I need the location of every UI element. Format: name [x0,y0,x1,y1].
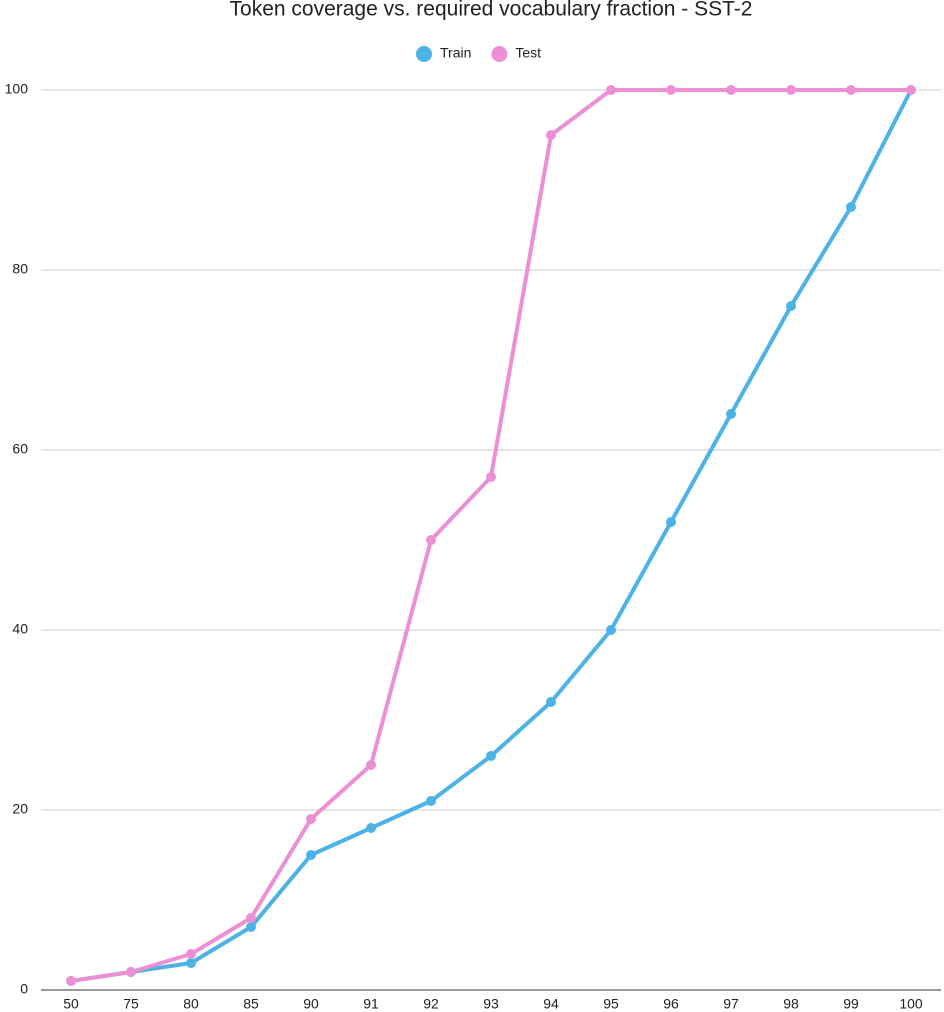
y-tick-label: 80 [12,261,28,277]
data-point [546,130,556,140]
legend-marker [416,46,432,62]
data-point [246,922,256,932]
data-point [786,301,796,311]
data-point [726,85,736,95]
data-point [426,796,436,806]
data-point [306,850,316,860]
data-point [306,814,316,824]
y-tick-label: 100 [5,81,29,97]
data-point [846,202,856,212]
y-tick-label: 40 [12,621,28,637]
y-tick-label: 20 [12,801,28,817]
x-tick-label: 75 [123,996,139,1012]
series-line [70,88,911,983]
data-point [546,697,556,707]
x-tick-label: 95 [603,996,619,1012]
chart-title: Token coverage vs. required vocabulary f… [230,0,753,21]
x-tick-label: 91 [363,996,379,1012]
data-point [366,760,376,770]
data-point [426,535,436,545]
legend-marker [491,46,508,62]
legend-label: Test [515,45,541,61]
data-point [246,913,256,923]
data-point [486,751,496,761]
data-point [846,85,856,95]
x-tick-label: 90 [303,996,319,1012]
x-tick-label: 50 [63,996,79,1012]
x-tick-label: 99 [843,996,859,1012]
data-point [126,967,136,977]
y-tick-label: 60 [12,441,28,457]
data-point [666,85,676,95]
data-point [186,949,196,959]
x-tick-label: 93 [483,996,499,1012]
data-point [186,958,196,968]
data-point [606,625,616,635]
x-tick-label: 85 [243,996,259,1012]
series-line [70,89,913,983]
data-point [666,517,676,527]
x-tick-label: 94 [543,996,559,1012]
x-tick-label: 92 [423,996,439,1012]
data-point [786,85,796,95]
data-point [66,976,76,986]
data-point [726,409,736,419]
y-tick-label: 0 [20,981,28,997]
x-tick-label: 96 [663,996,679,1012]
x-tick-label: 98 [783,996,799,1012]
data-point [486,472,496,482]
data-point [606,85,616,95]
legend-label: Train [440,45,471,61]
x-tick-label: 100 [899,996,923,1012]
data-point [366,823,376,833]
x-tick-label: 80 [183,996,199,1012]
x-tick-label: 97 [723,996,739,1012]
data-point [906,85,916,95]
